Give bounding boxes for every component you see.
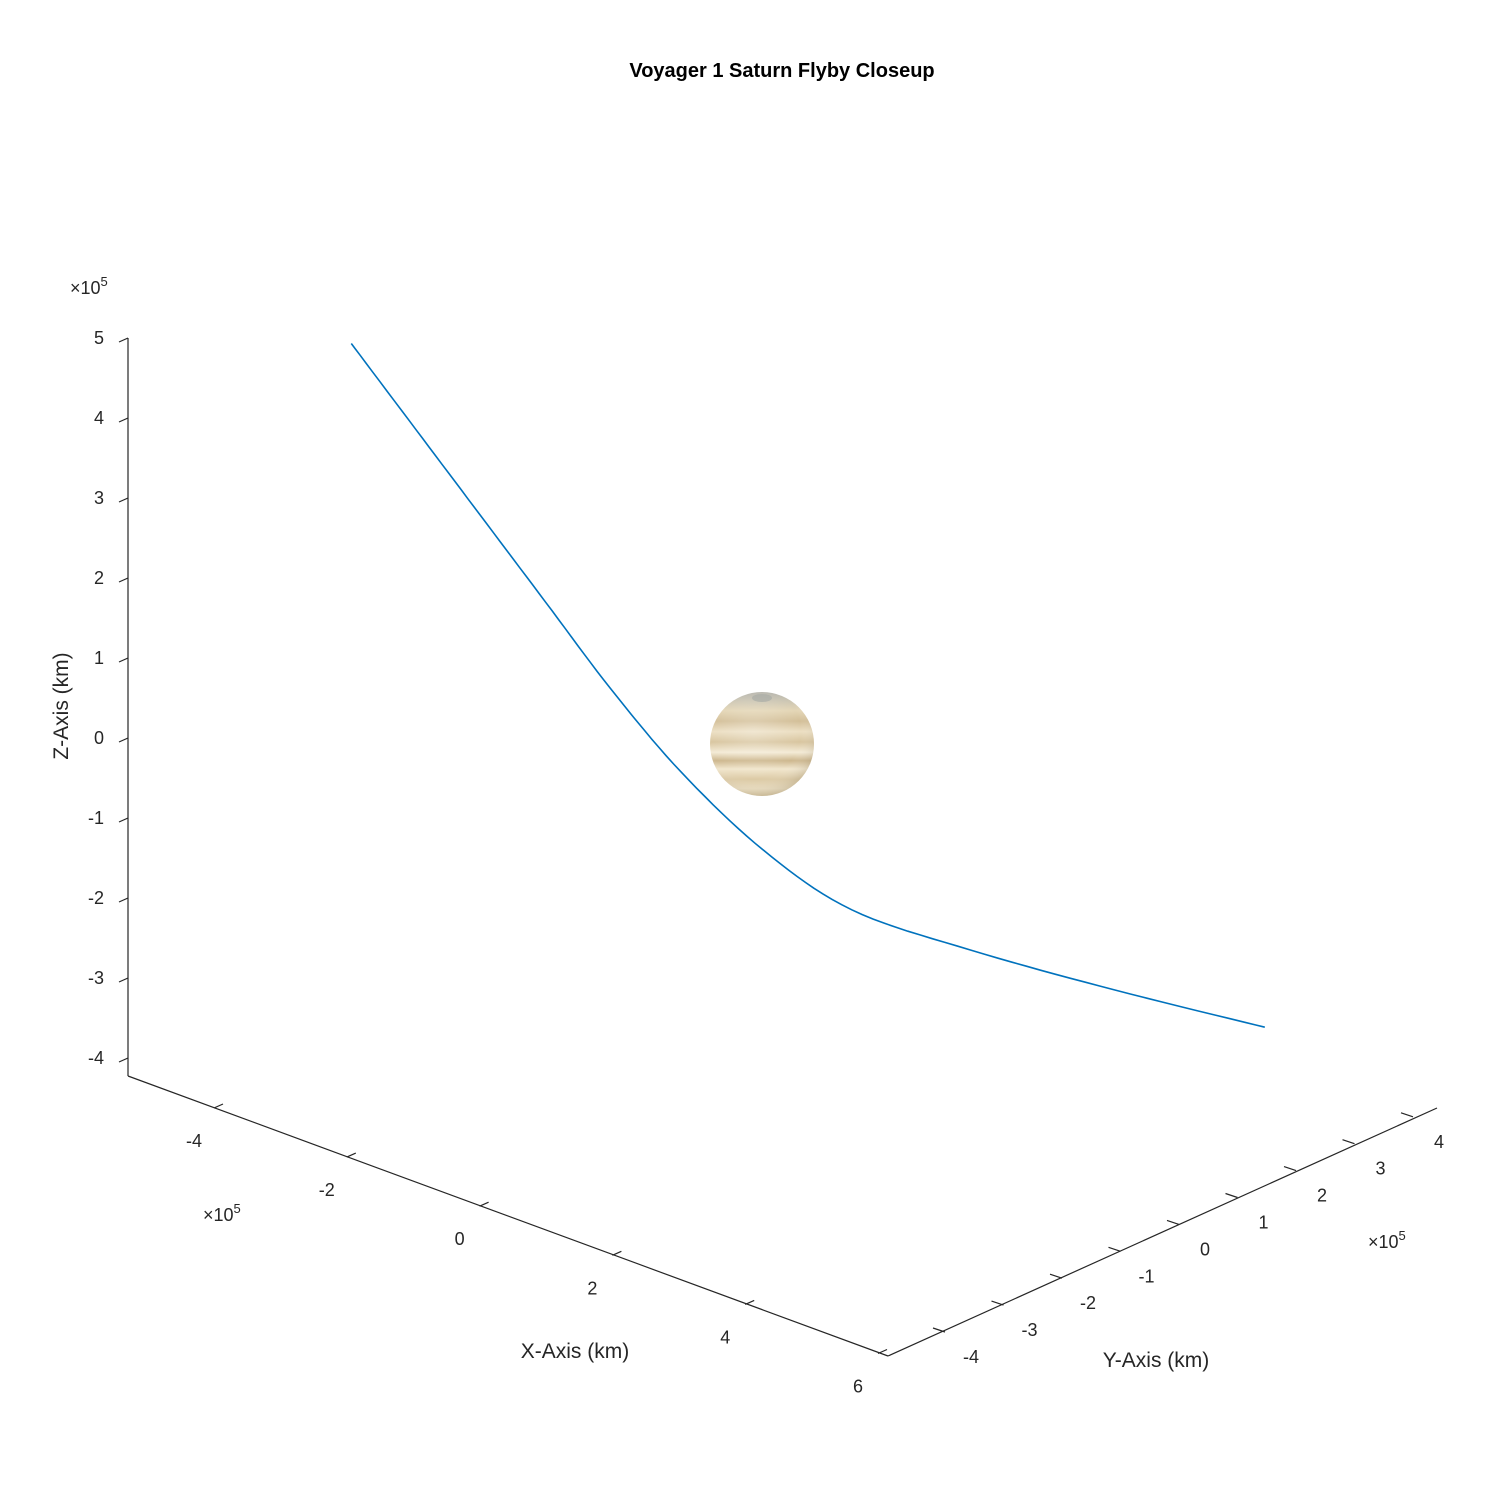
x-tick-mark [877,1348,888,1355]
z-tick-mark [118,337,129,343]
x-tick-label: 4 [720,1327,730,1347]
y-multiplier: ×105 [1368,1228,1406,1252]
z-tick-label: -3 [88,968,104,988]
z-tick-mark [118,417,129,423]
z-tick-label: 1 [94,648,104,668]
y-tick-label: 1 [1258,1213,1268,1233]
y-tick-label: -3 [1021,1320,1037,1340]
y-tick-label: 2 [1317,1186,1327,1206]
y-tick-mark [932,1327,946,1333]
z-tick-mark [118,1057,129,1063]
x-tick-mark [479,1201,489,1207]
y-tick-label: 4 [1434,1132,1444,1152]
saturn-sphere [710,692,814,796]
y-tick-label: 3 [1375,1159,1385,1179]
y-tick-label: -2 [1080,1293,1096,1313]
y-tick-mark [1342,1139,1355,1145]
z-tick-label: -2 [88,888,104,908]
x-tick-mark [213,1103,224,1109]
y-axis-label: Y-Axis (km) [1103,1349,1210,1372]
z-ticks: 5 4 3 2 1 0 -1 -2 -3 -4 [88,328,129,1068]
y-tick-mark [1400,1112,1414,1118]
y-ticks: -4 -3 -2 -1 0 1 2 3 4 [932,1112,1444,1367]
x-multiplier: ×105 [203,1201,241,1225]
x-tick-mark [346,1152,357,1158]
y-tick-mark [1225,1192,1238,1199]
y-tick-mark [991,1300,1004,1306]
z-tick-mark [118,977,129,983]
x-axis-label: X-Axis (km) [521,1340,630,1363]
y-axis-line [887,1107,1438,1357]
x-tick-label: 6 [853,1377,863,1397]
x-tick-label: -4 [186,1131,202,1151]
z-tick-label: 2 [94,568,104,588]
y-tick-label: 0 [1200,1239,1210,1259]
x-tick-label: -2 [319,1180,335,1200]
y-tick-mark [1283,1166,1297,1172]
y-tick-mark [1049,1273,1063,1279]
z-tick-label: -1 [88,808,104,828]
x-tick-mark [612,1250,622,1256]
z-tick-mark [118,737,129,743]
z-tick-mark [118,817,129,823]
z-multiplier: ×105 [70,274,108,298]
z-tick-mark [118,897,129,903]
y-tick-label: -4 [963,1347,979,1367]
axes [127,338,1438,1357]
z-tick-label: 5 [94,328,104,348]
x-tick-label: 0 [455,1229,465,1249]
y-tick-label: -1 [1138,1266,1154,1286]
z-tick-mark [118,657,129,663]
x-ticks: -4 -2 0 2 4 6 [186,1103,888,1397]
z-axis-label: Z-Axis (km) [50,652,73,759]
y-tick-mark [1108,1246,1121,1252]
chart-title: Voyager 1 Saturn Flyby Closeup [629,60,934,82]
z-tick-label: 3 [94,488,104,508]
x-axis-line [127,1075,889,1357]
y-tick-mark [1166,1219,1180,1225]
trajectory-line [350,343,1265,1028]
z-tick-label: -4 [88,1048,104,1068]
z-tick-mark [118,577,129,583]
x-tick-label: 2 [587,1278,597,1298]
z-tick-label: 4 [94,408,104,428]
z-tick-label: 0 [94,728,104,748]
x-tick-mark [744,1299,755,1305]
z-tick-mark [118,497,129,503]
